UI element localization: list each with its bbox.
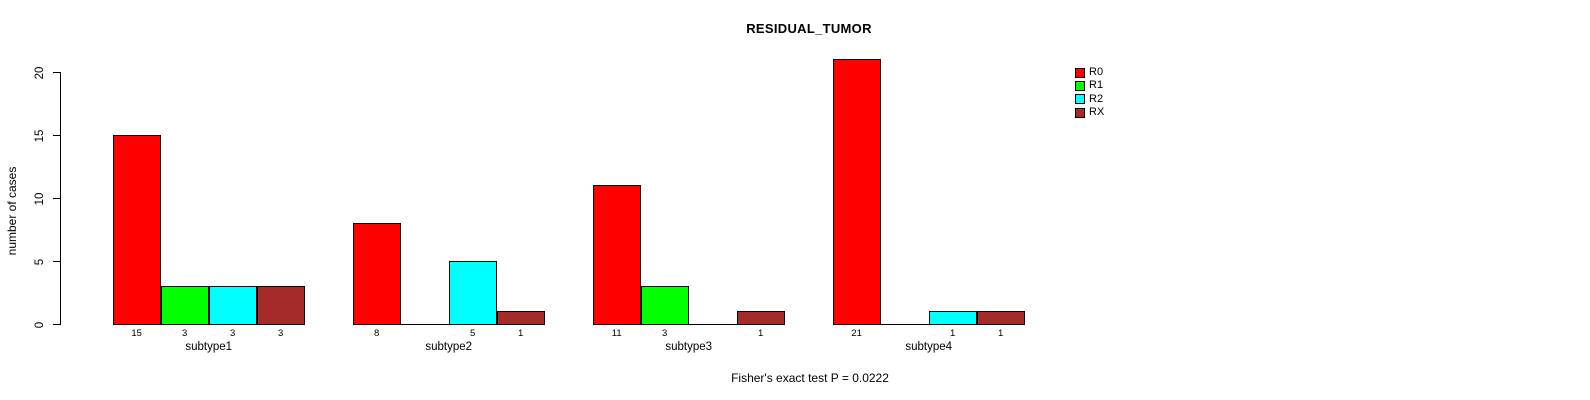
bar-value-label: 5 <box>470 328 476 339</box>
y-axis-tick-label: 20 <box>34 66 46 79</box>
bar-R2-subtype1 <box>208 286 257 325</box>
y-axis-tick-label: 5 <box>34 258 46 265</box>
bar-R0-subtype3 <box>592 185 641 325</box>
chart-title: RESIDUAL_TUMOR <box>746 21 872 36</box>
legend-label: R1 <box>1089 79 1104 92</box>
y-axis-tick-label: 10 <box>34 192 46 205</box>
legend-label: RX <box>1089 106 1105 119</box>
x-category-label: subtype4 <box>905 341 953 353</box>
legend-label: R0 <box>1089 66 1104 79</box>
bar-value-label: 15 <box>131 328 142 339</box>
x-category-label: subtype1 <box>185 341 233 353</box>
bar-RX-subtype1 <box>256 286 305 325</box>
legend-label: R2 <box>1089 92 1104 105</box>
y-axis-tick <box>52 324 60 325</box>
legend-swatch-R0 <box>1075 67 1085 78</box>
bar-R2-subtype3-zero <box>688 324 737 325</box>
bar-value-label: 1 <box>758 328 764 339</box>
bar-R0-subtype1 <box>112 135 161 325</box>
y-axis-tick <box>52 72 60 73</box>
legend-item-R2: R2 <box>1075 93 1104 106</box>
y-axis-tick-label: 15 <box>34 129 46 142</box>
legend-item-R1: R1 <box>1075 79 1104 92</box>
bar-value-label: 3 <box>278 328 284 339</box>
bar-value-label: 1 <box>950 328 956 339</box>
y-axis-tick-label: 0 <box>34 321 46 328</box>
legend-item-R0: R0 <box>1075 66 1104 79</box>
bar-R0-subtype2 <box>352 223 401 325</box>
legend-swatch-RX <box>1075 107 1085 118</box>
legend-swatch-R1 <box>1075 80 1085 91</box>
bar-R1-subtype4-zero <box>880 324 929 325</box>
bar-RX-subtype2 <box>496 311 545 325</box>
fisher-test-caption: Fisher's exact test P = 0.0222 <box>731 371 889 385</box>
bar-value-label: 3 <box>182 328 188 339</box>
bar-value-label: 1 <box>518 328 524 339</box>
bar-RX-subtype3 <box>736 311 785 325</box>
legend: R0 R1 R2 RX <box>1075 66 1104 119</box>
bar-value-label: 21 <box>851 328 862 339</box>
bar-value-label: 11 <box>611 328 622 339</box>
x-category-label: subtype3 <box>665 341 713 353</box>
y-axis-line <box>59 72 61 325</box>
y-axis-tick <box>52 135 60 136</box>
bar-R1-subtype1 <box>160 286 209 325</box>
bar-RX-subtype4 <box>976 311 1025 325</box>
bar-R1-subtype2-zero <box>400 324 449 325</box>
y-axis-label: number of cases <box>5 166 19 256</box>
y-axis-tick <box>52 198 60 199</box>
bar-value-label: 8 <box>374 328 380 339</box>
legend-swatch-R2 <box>1075 94 1085 105</box>
y-axis-tick <box>52 261 60 262</box>
bar-R0-subtype4 <box>832 59 881 325</box>
bar-R2-subtype4 <box>928 311 977 325</box>
legend-item-RX: RX <box>1075 106 1104 119</box>
x-category-label: subtype2 <box>425 341 473 353</box>
bar-value-label: 3 <box>230 328 236 339</box>
bar-value-label: 3 <box>662 328 668 339</box>
bar-R2-subtype2 <box>448 261 497 325</box>
bar-R1-subtype3 <box>640 286 689 325</box>
bar-value-label: 1 <box>998 328 1004 339</box>
